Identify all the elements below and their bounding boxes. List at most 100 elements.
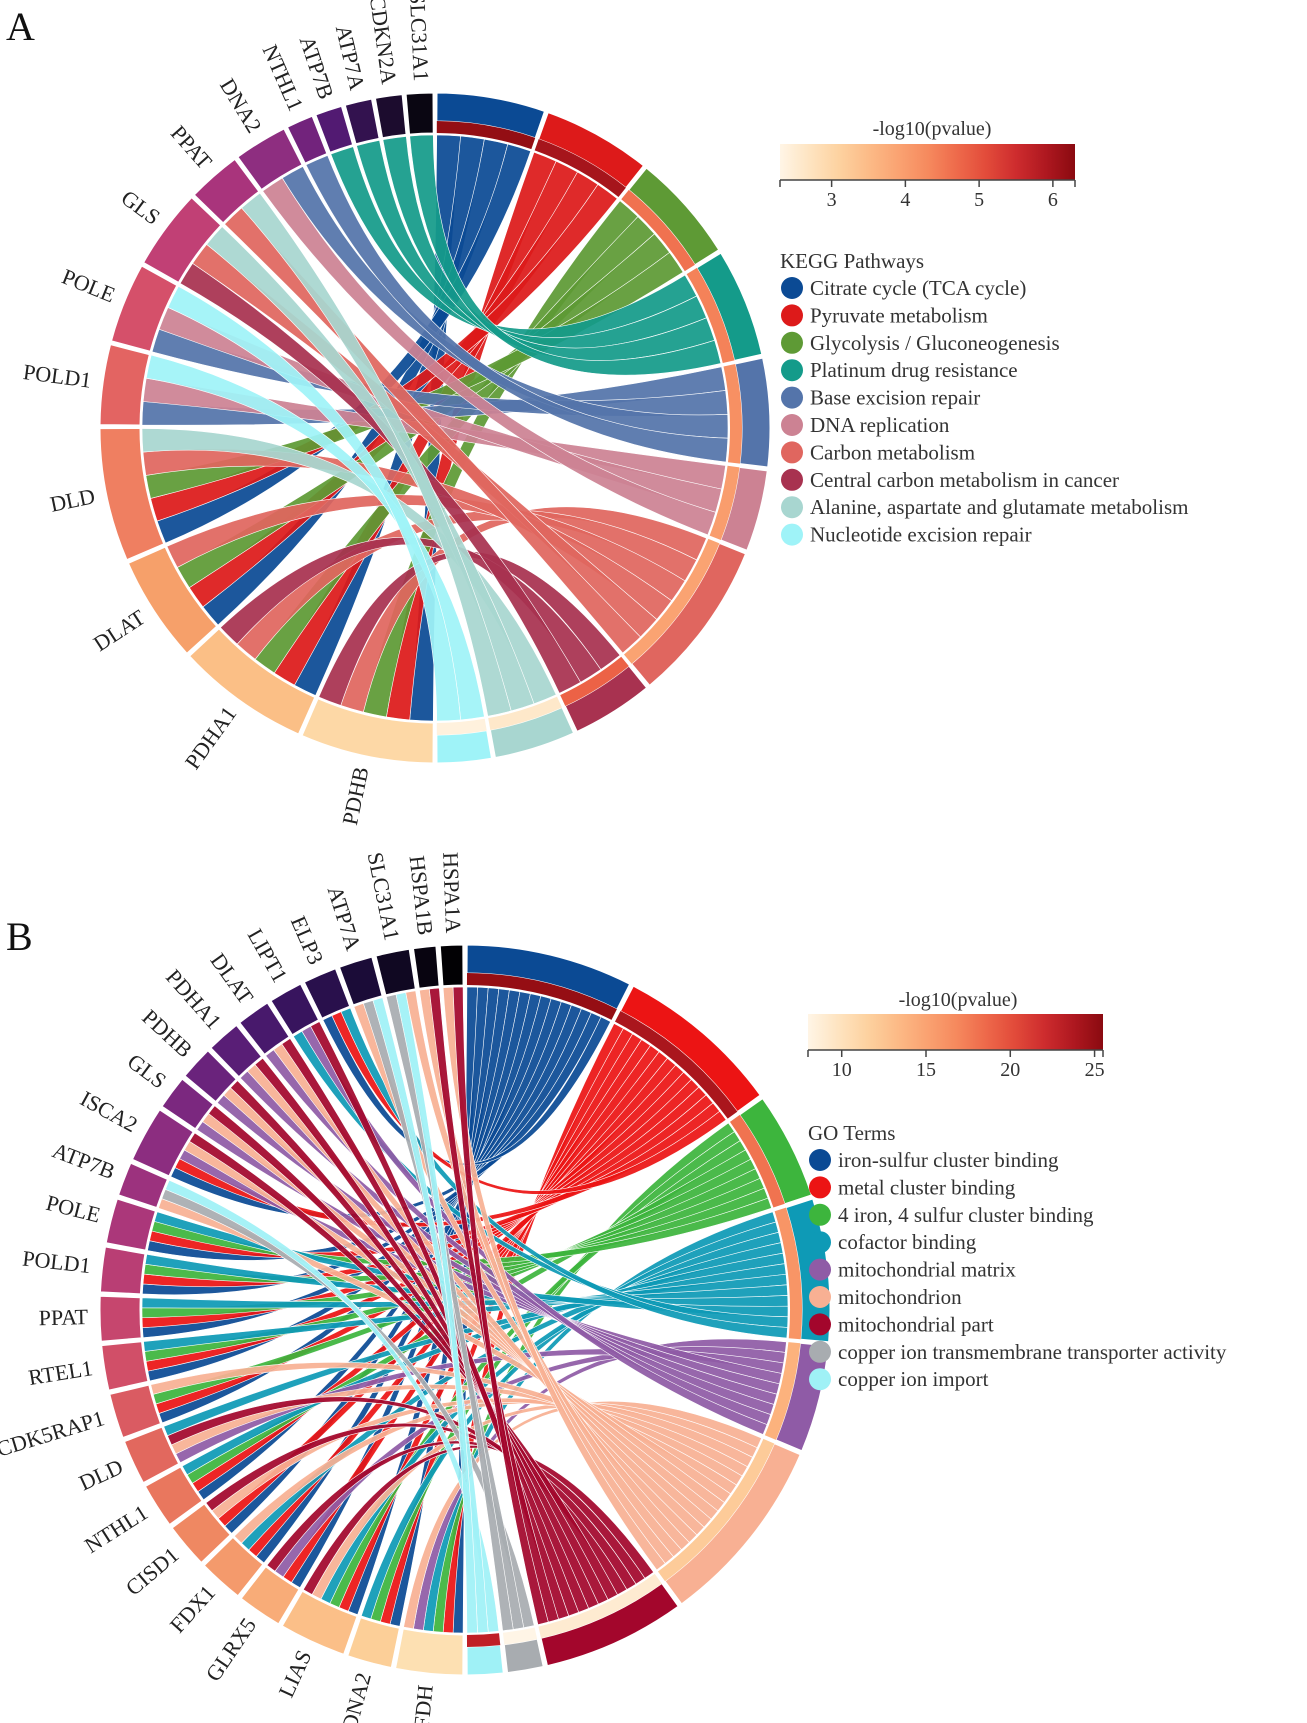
gene-label: GLS [117,185,165,230]
gene-label: FDX1 [165,1580,220,1638]
gene-segment [184,1050,237,1103]
gene-label: PPAT [38,1304,88,1330]
gene-segment [237,128,303,191]
gene-segment [99,1295,142,1342]
gene-segment [99,1246,146,1295]
gene-segment [171,1503,231,1564]
gene-label: CDKN2A [365,0,402,86]
gene-label: HSPA1B [405,854,439,936]
chord-ribbon [442,986,666,1571]
panel-letter-b: B [6,914,33,959]
term-pvalue-band [729,1114,785,1208]
legend-item-label: 4 iron, 4 sulfur cluster binding [838,1203,1094,1227]
legend-item-label: cofactor binding [838,1230,977,1254]
term-segment [436,730,493,764]
term-pvalue-band [686,267,735,364]
gene-label: DNA2 [215,74,267,137]
legend-swatch [809,1286,831,1308]
gene-segment [375,948,416,996]
gene-label: POLE [58,264,118,308]
chord-ribbon [241,192,512,717]
legend-swatch [781,359,803,382]
gene-segment [193,158,260,224]
gene-segment [240,1566,300,1625]
chord-ribbon [150,184,618,522]
legend-item-label: DNA replication [810,413,950,437]
gene-segment [439,944,464,987]
gene-label: DNA2 [336,1670,375,1723]
chord-ribbon [385,994,514,1632]
gene-segment [301,698,434,764]
legend-item-label: Nucleotide excision repair [810,523,1032,547]
gene-segment [99,428,165,561]
legend-item-label: metal cluster binding [838,1175,1016,1199]
gene-segment [239,1002,290,1055]
outer-segments [99,944,831,1676]
colorbar-tick-label: 3 [827,189,837,211]
legend-swatch [781,277,803,299]
legend-swatch [781,304,803,327]
gene-label: ETFDH [406,1684,438,1723]
gene-segment [101,1341,149,1391]
colorbar-b: -log10(pvalue) 10 15 20 25 [807,989,1105,1081]
colorbar-tick-label: 10 [832,1059,852,1081]
colorbar-tick-label: 5 [974,189,984,211]
legend-item-label: Platinum drug resistance [810,358,1018,382]
legend-swatch [809,1203,831,1226]
gene-label: DLAT [206,948,259,1009]
legend-swatch [809,1258,831,1281]
ribbons [141,134,729,722]
gene-label: GLS [123,1049,171,1094]
legend-item-label: mitochondrial part [838,1312,994,1336]
gene-label: PDHA1 [180,702,242,774]
gene-segment [344,98,380,145]
chord-ribbon [452,986,549,1626]
gene-segment [109,1384,162,1439]
chord-diagram-b [99,944,831,1676]
panel-b: B ETFDH DNA2 LIAS GLRX5FDX1CISD1NTHL1DLDCDK… [0,850,1227,1723]
gene-label: SLC31A1 [363,850,405,942]
chord-ribbon [262,177,716,536]
gene-label: ATP7A [331,23,370,93]
gene-label: CISD1 [121,1542,184,1601]
gene-label: POLD1 [21,1246,92,1278]
legend-item-label: Glycolysis / Gluconeogenesis [810,331,1060,355]
gene-segment [123,1426,180,1484]
legend-swatch [781,441,803,464]
gene-label: POLE [44,1190,103,1228]
chord-ribbon [395,992,478,1634]
colorbar-title-b: -log10(pvalue) [899,989,1018,1011]
chord-ribbon [409,134,722,376]
gene-label: DLD [48,483,97,517]
gene-segment [303,968,351,1019]
gene-segment [188,628,316,735]
gene-segment [142,197,222,284]
legend-item-label: mitochondrion [838,1285,962,1309]
colorbar-tick-label: 4 [900,189,910,211]
term-segment [503,1638,544,1674]
gene-label: PDHB [337,765,374,828]
term-segment [466,1644,504,1676]
gene-segment [203,1536,264,1597]
colorbar-tick-label: 25 [1085,1059,1105,1081]
panel-letter-a: A [6,4,35,49]
legend-swatch [809,1313,831,1336]
legend-swatch [809,1340,831,1363]
legend-item-label: Carbon metabolism [810,440,975,464]
chord-ribbon [167,285,461,722]
term-pvalue-band [764,1342,801,1440]
gene-segment [144,1466,203,1526]
legend-item-label: copper ion import [838,1367,989,1391]
legend-item-label: Central carbon metabolism in cancer [810,468,1119,492]
chord-ribbon [301,1025,768,1435]
legend-swatch [809,1231,831,1254]
legend-swatch [781,468,803,491]
gene-segment [127,546,218,654]
term-pvalue-band [466,973,617,1020]
chord-ribbon [156,143,532,544]
chord-ribbon [322,1015,612,1166]
term-pvalue-band [723,363,742,464]
term-pvalue-band [774,1207,802,1340]
legend-item-label: copper ion transmembrane transporter act… [838,1340,1227,1364]
gene-label: RTEL1 [27,1355,95,1390]
